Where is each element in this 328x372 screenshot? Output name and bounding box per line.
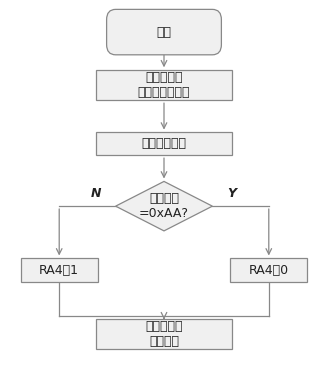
FancyBboxPatch shape xyxy=(21,259,98,282)
FancyBboxPatch shape xyxy=(96,132,232,155)
Polygon shape xyxy=(116,182,212,231)
Text: 控制命令
=0xAA?: 控制命令 =0xAA? xyxy=(139,192,189,220)
Text: RA4＝1: RA4＝1 xyxy=(39,264,79,277)
Text: 开始: 开始 xyxy=(156,26,172,39)
FancyBboxPatch shape xyxy=(96,70,232,100)
Text: 系统初始化
通信计数器清零: 系统初始化 通信计数器清零 xyxy=(138,71,190,99)
Text: RA4＝0: RA4＝0 xyxy=(249,264,289,277)
Text: 进入低功耗
睡眠模式: 进入低功耗 睡眠模式 xyxy=(145,320,183,349)
FancyBboxPatch shape xyxy=(96,320,232,349)
FancyBboxPatch shape xyxy=(230,259,307,282)
Text: N: N xyxy=(91,187,102,199)
Text: Y: Y xyxy=(227,187,236,199)
FancyBboxPatch shape xyxy=(107,9,221,55)
Text: 读取控制命令: 读取控制命令 xyxy=(141,137,187,150)
